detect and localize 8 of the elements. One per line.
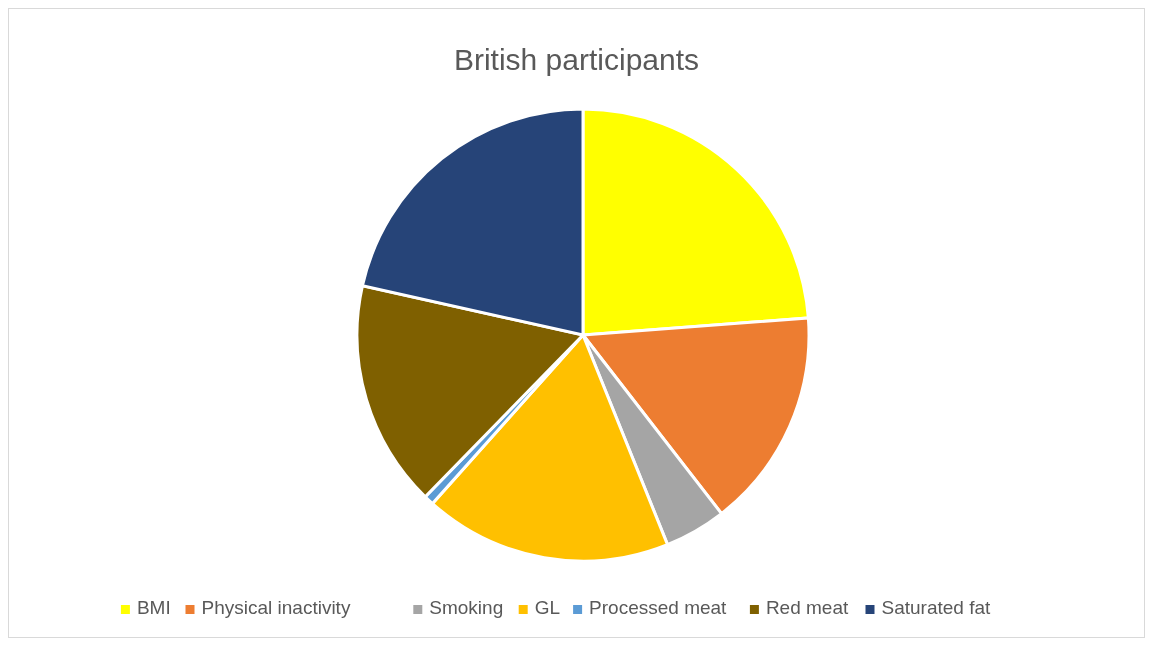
legend-label: Physical inactivity <box>201 597 351 618</box>
chart-title: British participants <box>453 43 700 76</box>
legend-label: Smoking <box>429 597 504 618</box>
legend-label: GL <box>534 597 561 618</box>
legend-label: Processed meat <box>589 597 728 618</box>
legend-label: Red meat <box>765 597 849 618</box>
legend-label: Saturated fat <box>881 597 992 618</box>
legend-label: BMI <box>136 597 171 618</box>
